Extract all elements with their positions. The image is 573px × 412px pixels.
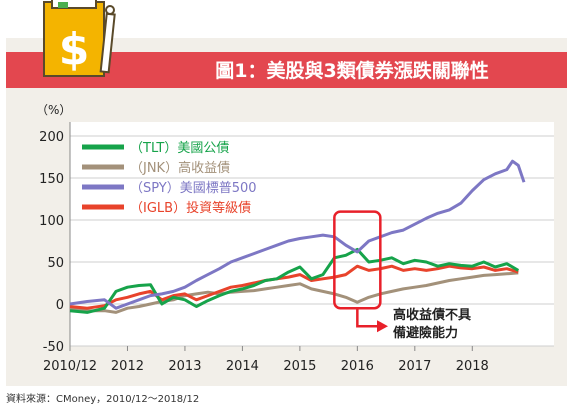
x-tick-label: 2013 [168, 359, 201, 374]
x-tick-label: 2014 [226, 359, 259, 374]
highlight-arrowhead [377, 320, 388, 333]
x-tick-label: 2010/12 [43, 359, 97, 374]
y-tick-label: 150 [39, 172, 64, 187]
legend-label-tlt: （TLT）美國公債 [130, 141, 229, 156]
svg-text:$: $ [59, 24, 90, 75]
annotation-line1: 高收益債不具 [393, 307, 471, 323]
y-tick-label: 100 [39, 214, 64, 229]
x-tick-label: 2018 [456, 359, 489, 374]
annotation-line2: 備避險能力 [393, 325, 458, 341]
source-note: 資料來源：CMoney，2010/12～2018/12 [6, 392, 199, 405]
highlight-arrow [356, 308, 378, 328]
plot-area [70, 122, 554, 346]
legend-label-iglb: （IGLB）投資等級債 [130, 200, 251, 216]
y-tick-label: 200 [39, 130, 64, 145]
x-tick-label: 2016 [341, 359, 374, 374]
y-axis-label: （%） [36, 103, 71, 117]
dollar-notebook-icon: $ [43, 0, 116, 77]
chart-title: 圖1：美股與3類債券漲跌關聯性 [215, 59, 488, 82]
series-line-spy [69, 159, 526, 310]
legend: （TLT）美國公債 （JNK）高收益債 （SPY）美國標普500 （IGLB）投資等級… [82, 141, 257, 216]
x-tick-label: 2015 [283, 359, 316, 374]
y-tick-label: 50 [47, 256, 64, 271]
axes: -50 0 50 100 150 200 （%） 2010/12 2012 2013 2014 201… [36, 103, 489, 374]
legend-label-jnk: （JNK）高收益債 [130, 160, 230, 176]
x-tick-label: 2012 [111, 359, 144, 374]
y-tick-label: 0 [56, 298, 64, 313]
y-tick-label: -50 [43, 340, 64, 355]
legend-label-spy: （SPY）美國標普500 [130, 181, 257, 196]
series-line-tlt [69, 247, 520, 314]
series-lines [69, 159, 526, 314]
series-line-jnk [69, 271, 519, 314]
x-tick-label: 2017 [398, 359, 431, 374]
